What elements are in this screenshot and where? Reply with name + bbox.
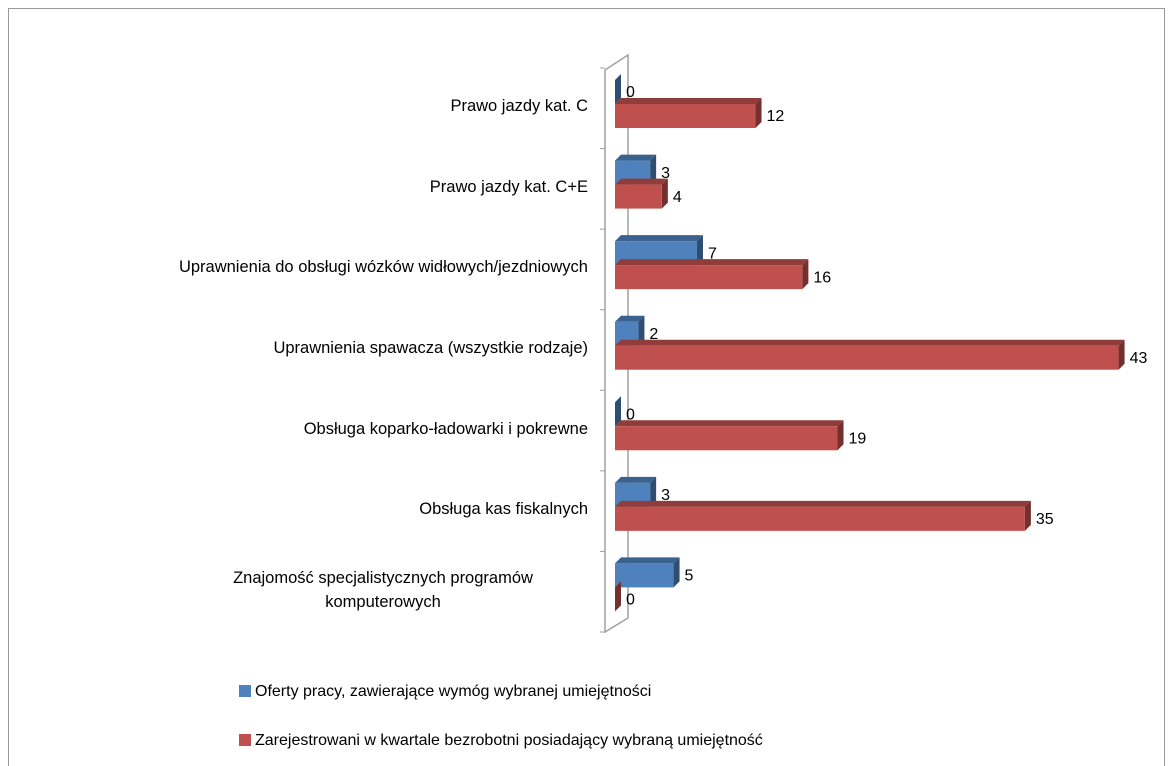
category-label: Uprawnienia do obsługi wózków widłowych/… [178, 258, 588, 277]
bar [615, 563, 674, 588]
category-label: Znajomość specjalistycznych programów ko… [233, 568, 533, 611]
value-label: 35 [1036, 511, 1054, 528]
bar-side [802, 259, 809, 290]
value-label: 0 [626, 407, 635, 424]
category-label: Uprawnienia spawacza (wszystkie rodzaje) [273, 339, 588, 357]
legend-label: Zarejestrowani w kwartale bezrobotni pos… [255, 732, 763, 749]
bar-top [615, 315, 645, 322]
bar-side [650, 154, 657, 185]
category-label: Obsługa kas fiskalnych [419, 500, 588, 519]
category-label: Prawo jazdy kat. C [450, 97, 588, 116]
legend-swatch [239, 734, 251, 746]
value-label: 12 [767, 108, 785, 125]
bar [615, 345, 1119, 370]
category-label: Obsługa koparko-ładowarki i pokrewne [303, 419, 588, 438]
bar-side [837, 420, 844, 451]
bar-side [661, 178, 668, 209]
axis-wall [604, 53, 629, 634]
bar-top [615, 557, 680, 564]
bar-side [615, 74, 621, 104]
bar-top [615, 154, 657, 161]
value-label: 2 [649, 326, 658, 343]
bar-side [615, 581, 621, 612]
bar [615, 426, 838, 451]
bar-side [638, 315, 645, 346]
value-label: 7 [708, 245, 717, 262]
bar [615, 506, 1025, 531]
bar-side [615, 396, 621, 427]
bar-top [615, 259, 809, 266]
bar-side [650, 476, 657, 507]
value-label: 5 [685, 568, 694, 585]
category-label: Prawo jazdy kat. C+E [429, 177, 588, 196]
legend-label: Oferty pracy, zawierające wymóg wybranej… [255, 683, 651, 700]
bar-top [615, 500, 1031, 507]
bar-top [615, 235, 703, 242]
chart-frame [8, 8, 1165, 766]
value-label: 19 [849, 431, 867, 448]
value-label: 16 [813, 269, 831, 286]
value-label: 0 [626, 84, 635, 101]
bar-top [615, 98, 762, 104]
value-label: 0 [626, 592, 635, 609]
bar-side [696, 235, 703, 266]
bar [615, 104, 756, 128]
legend-swatch [239, 685, 251, 697]
bar-top [615, 178, 668, 185]
bar-top [615, 420, 844, 427]
bar [615, 184, 662, 209]
value-label: 4 [673, 189, 682, 206]
bar-side [1024, 500, 1031, 531]
bar [615, 265, 803, 290]
bar-top [615, 339, 1125, 346]
value-label: 43 [1130, 350, 1148, 367]
bar-side [755, 98, 762, 128]
bar-side [673, 557, 680, 588]
bar-top [615, 476, 657, 483]
value-label: 3 [661, 487, 670, 504]
bar-side [1118, 339, 1125, 370]
value-label: 3 [661, 165, 670, 182]
